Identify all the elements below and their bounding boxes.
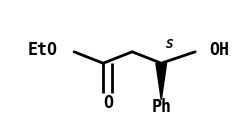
- Text: OH: OH: [209, 40, 229, 59]
- Text: O: O: [103, 94, 113, 112]
- Text: Ph: Ph: [151, 98, 171, 116]
- Text: EtO: EtO: [28, 40, 58, 59]
- Polygon shape: [156, 63, 167, 100]
- Text: S: S: [166, 38, 173, 51]
